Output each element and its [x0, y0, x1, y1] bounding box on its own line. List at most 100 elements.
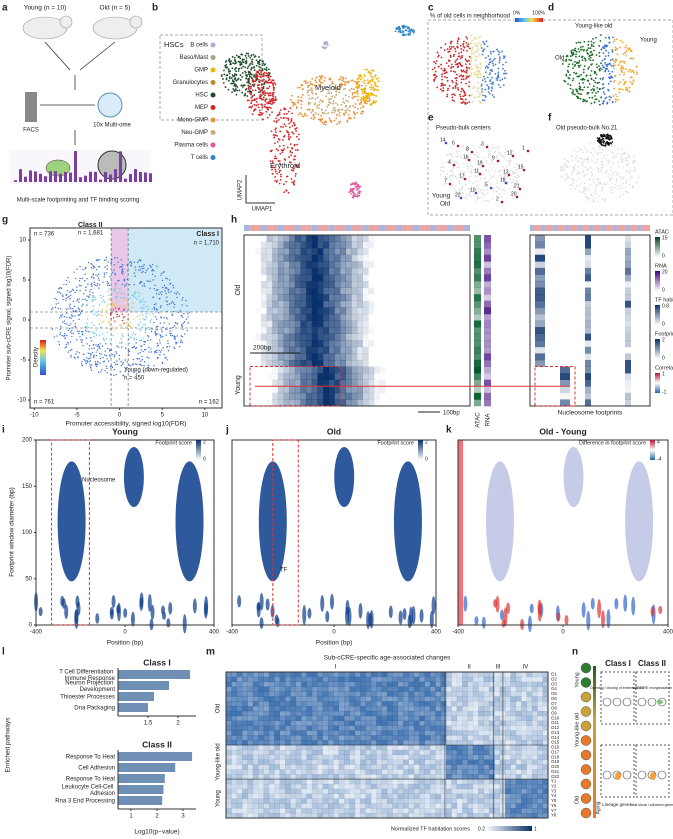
cell-dot	[568, 73, 571, 76]
cell-dot	[579, 183, 581, 186]
legend-label: T cells	[191, 155, 208, 161]
heat-cell	[272, 294, 279, 302]
cell-dot	[299, 86, 301, 89]
cell-dot	[478, 92, 481, 95]
cell-dot	[594, 161, 597, 164]
cell-dot	[586, 167, 589, 170]
heat-cell	[317, 300, 324, 308]
heat-cell	[447, 334, 453, 341]
heat-cell	[357, 346, 363, 354]
cell-dot	[113, 361, 116, 364]
heat-cell	[442, 314, 448, 321]
cell-dot	[352, 182, 355, 184]
cell-dot	[611, 50, 614, 53]
correlation-cell	[289, 225, 295, 231]
cell-dot	[288, 126, 291, 129]
cell-dot	[128, 261, 131, 264]
heat-cell	[464, 261, 470, 268]
cell-dot	[631, 176, 633, 179]
cell-dot	[143, 364, 145, 367]
cell-dot	[98, 334, 101, 337]
cell-dot	[496, 179, 498, 182]
heat-cell	[244, 281, 250, 288]
cell-dot	[582, 98, 585, 101]
cell-dot	[448, 153, 451, 156]
cell-dot	[92, 309, 94, 311]
cell-dot	[477, 156, 480, 159]
cell-dot	[596, 160, 598, 163]
cell-dot	[143, 343, 145, 346]
heat-cell	[334, 399, 341, 407]
heat-cell	[464, 334, 470, 341]
heat-cell	[464, 393, 470, 400]
cell-dot	[293, 124, 296, 127]
cell-dot	[121, 319, 124, 322]
panel-letter: f	[548, 113, 552, 124]
center-dot	[448, 182, 452, 186]
cell-dot	[86, 299, 88, 302]
cell-dot	[607, 82, 610, 85]
cell-dot	[108, 323, 111, 326]
cell-dot	[274, 96, 277, 98]
nucleosome-cell	[625, 347, 631, 354]
cell-dot	[249, 75, 251, 78]
cell-dot	[601, 149, 604, 151]
cell-dot	[560, 166, 563, 168]
cell-dot	[118, 354, 121, 357]
y-tick-label: 10	[19, 238, 26, 244]
cell-dot	[113, 257, 116, 259]
heat-cell	[442, 321, 448, 328]
atac-cell	[474, 281, 481, 288]
cell-dot	[487, 154, 490, 156]
heat-cell	[300, 320, 307, 328]
cell-dot	[568, 77, 571, 80]
cell-dot	[366, 92, 368, 95]
cell-dot	[281, 151, 284, 154]
cell-dot	[318, 118, 320, 121]
correlation-cell	[632, 225, 636, 231]
legend-dot	[210, 155, 216, 160]
cell-dot	[448, 45, 451, 48]
cell-dot	[633, 71, 635, 74]
cell-dot	[263, 68, 266, 70]
center-label: 18	[500, 177, 506, 183]
cell-dot	[254, 80, 257, 83]
cell-dot	[609, 59, 612, 62]
heat-cell	[430, 281, 436, 288]
correlation-cell	[569, 225, 573, 231]
cell-dot	[628, 86, 631, 89]
cell-dot	[261, 86, 263, 89]
cell-dot	[262, 78, 265, 81]
cell-dot	[446, 76, 448, 79]
cell-dot	[161, 286, 164, 289]
heat-cell	[436, 301, 442, 308]
caption: Multi-scale footprinting and TF binding …	[17, 198, 140, 204]
cell-dot	[602, 101, 605, 103]
heat-cell	[436, 353, 442, 360]
cell-dot	[65, 299, 67, 301]
cell-dot	[462, 95, 465, 98]
heat-cell	[255, 288, 261, 295]
heat-cell	[408, 274, 414, 281]
cell-dot	[80, 285, 82, 287]
cell-dot	[571, 79, 574, 82]
cell-dot	[580, 93, 583, 96]
cell-dot	[466, 162, 468, 165]
heat-cell	[283, 274, 290, 282]
cell-dot	[314, 79, 317, 82]
cell-dot	[166, 359, 168, 361]
cell-dot	[363, 96, 366, 99]
cell-dot	[505, 61, 507, 64]
cell-dot	[464, 93, 467, 96]
cell-dot	[288, 156, 290, 158]
heat-cell	[425, 307, 431, 314]
cell-dot	[159, 339, 161, 341]
cell-dot	[114, 283, 117, 285]
cell-dot	[277, 149, 279, 152]
heat-cell	[397, 314, 403, 321]
nucleosome-cell	[535, 320, 545, 328]
cell-dot	[108, 284, 111, 287]
track-bar	[94, 171, 97, 182]
cell-dot	[152, 312, 155, 315]
cell-dot	[233, 68, 236, 71]
